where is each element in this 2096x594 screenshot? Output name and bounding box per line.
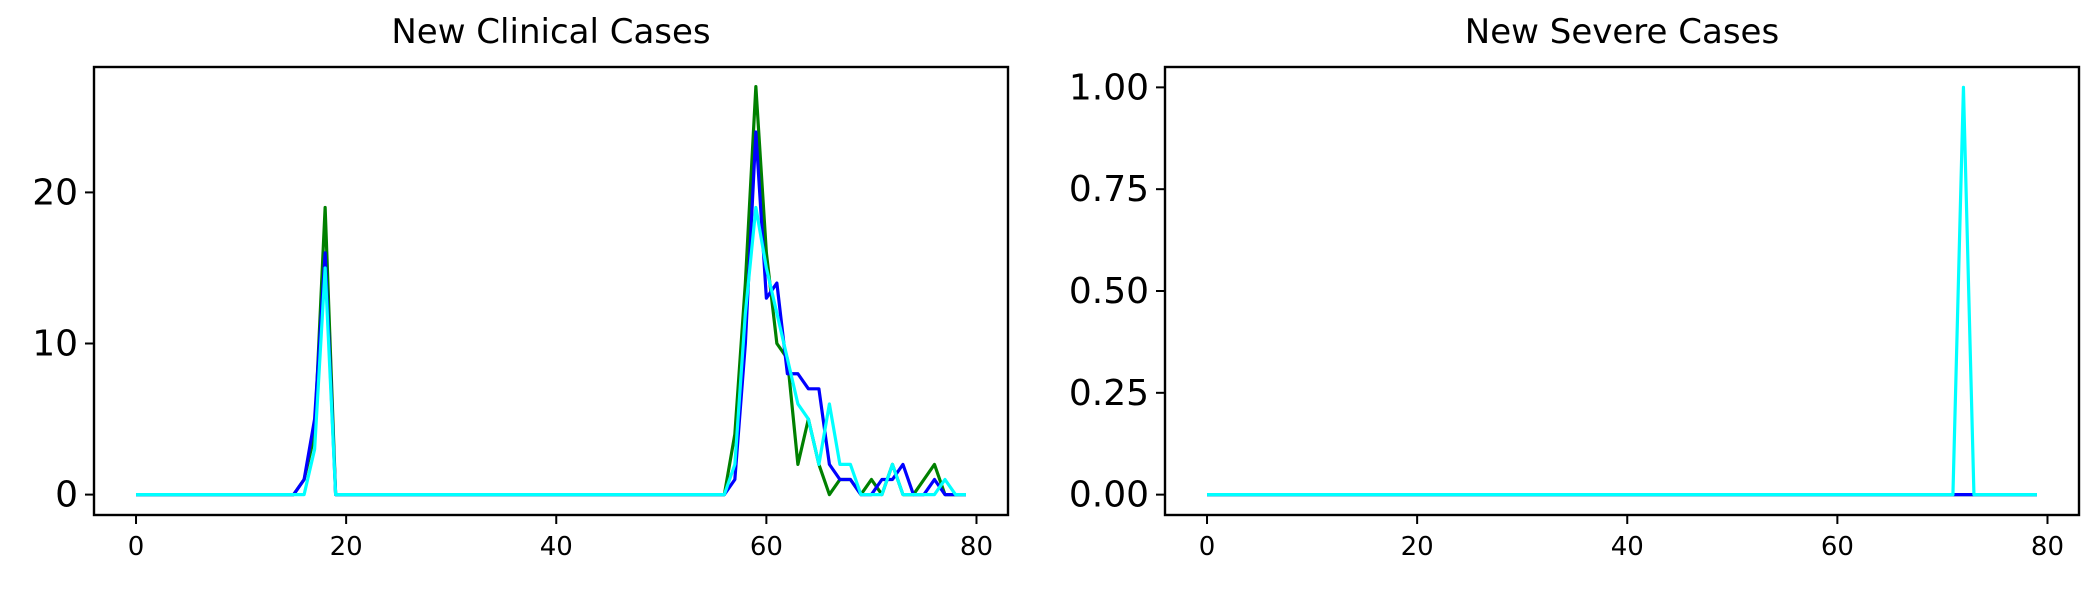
x-tick-label: 40: [540, 532, 573, 562]
y-tick-label: 1.00: [1069, 67, 1149, 108]
x-tick-label: 60: [1821, 532, 1854, 562]
plot-frame: [92, 65, 1010, 517]
y-tick-label: 10: [32, 324, 78, 365]
series-group: [1207, 85, 2037, 497]
series-line-2: [1207, 85, 2037, 497]
series-line-2: [136, 205, 966, 497]
plot-frame: [1163, 65, 2081, 517]
y-tick-label: 0.25: [1069, 373, 1149, 414]
severe-cases-chart: New Severe Cases 0 20 40 60 80 0.00 0.25 0.50 0.7…: [1069, 12, 2081, 562]
y-tick-label: 0.75: [1069, 169, 1149, 210]
series-line-1: [136, 130, 966, 497]
y-tick-label: 0.50: [1069, 271, 1149, 312]
y-tick-label: 20: [32, 172, 78, 213]
y-tick-label: 0: [55, 475, 78, 516]
x-tick-label: 80: [2031, 532, 2064, 562]
x-tick-label: 60: [750, 532, 783, 562]
clinical-cases-chart: New Clinical Cases 0 20 40 60 80 0 10 20: [32, 12, 1010, 562]
chart-title: New Severe Cases: [1465, 12, 1779, 52]
x-tick-label: 20: [1401, 532, 1434, 562]
x-tick-label: 80: [960, 532, 993, 562]
x-tick-label: 0: [1199, 532, 1216, 562]
series-line-0: [136, 85, 966, 497]
x-tick-label: 40: [1611, 532, 1644, 562]
y-tick-label: 0.00: [1069, 475, 1149, 516]
series-group: [136, 85, 966, 497]
chart-title: New Clinical Cases: [391, 12, 710, 52]
x-tick-label: 0: [128, 532, 145, 562]
x-tick-label: 20: [330, 532, 363, 562]
